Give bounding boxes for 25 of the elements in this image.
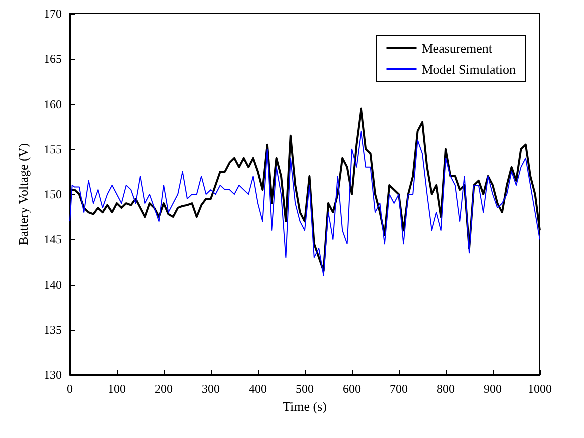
x-tick-label: 100 xyxy=(108,382,126,396)
y-tick-label: 150 xyxy=(44,188,62,202)
x-tick-label: 700 xyxy=(390,382,408,396)
x-tick-label: 200 xyxy=(155,382,173,396)
y-tick-label: 160 xyxy=(44,97,62,112)
x-tick-label: 0 xyxy=(67,382,73,396)
legend-label: Model Simulation xyxy=(422,62,516,77)
x-tick-label: 300 xyxy=(202,382,220,396)
y-tick-label: 140 xyxy=(44,278,62,292)
x-tick-label: 800 xyxy=(437,382,455,396)
y-axis-title: Battery Voltage (V) xyxy=(16,143,31,246)
y-tick-label: 170 xyxy=(44,7,62,21)
y-tick-label: 165 xyxy=(44,52,62,66)
line-series xyxy=(70,130,540,276)
y-tick-label: 155 xyxy=(44,142,62,156)
y-tick-label: 145 xyxy=(44,232,62,247)
x-tick-label: 900 xyxy=(484,382,502,396)
y-tick-label: 135 xyxy=(44,322,62,337)
x-tick-label: 400 xyxy=(249,382,267,396)
x-tick-label: 500 xyxy=(296,382,314,396)
x-tick-label: 1000 xyxy=(528,382,552,396)
legend-label: Measurement xyxy=(422,41,493,56)
y-tick-label: 130 xyxy=(44,368,62,382)
x-tick-label: 600 xyxy=(343,382,361,396)
x-axis-title: Time (s) xyxy=(283,398,327,414)
